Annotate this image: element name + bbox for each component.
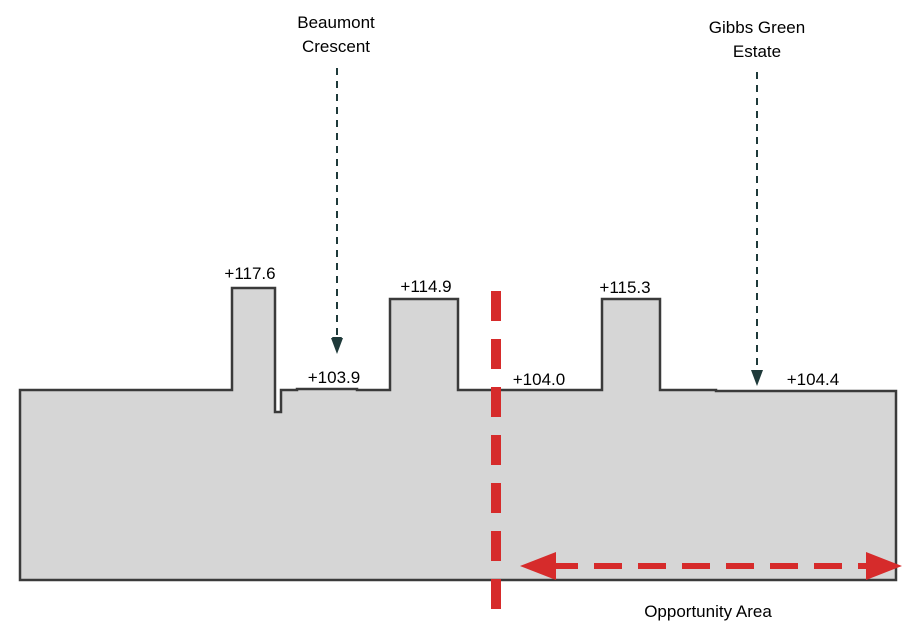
beaumont-pointer-head bbox=[331, 338, 343, 354]
opportunity-arrow-left-head bbox=[520, 552, 556, 580]
opportunity-area-label: Opportunity Area bbox=[644, 602, 772, 621]
height-label-104-0: +104.0 bbox=[513, 370, 565, 389]
height-label-115-3: +115.3 bbox=[599, 278, 650, 297]
gibbs-label-line2: Estate bbox=[733, 42, 781, 61]
site-section-profile bbox=[18, 286, 898, 582]
beaumont-label-line1: Beaumont bbox=[297, 13, 375, 32]
gibbs-pointer-head bbox=[751, 370, 763, 386]
height-label-117-6: +117.6 bbox=[224, 264, 275, 283]
height-label-103-9: +103.9 bbox=[308, 368, 360, 387]
opportunity-arrow-right-head bbox=[866, 552, 902, 580]
gibbs-label-line1: Gibbs Green bbox=[709, 18, 805, 37]
beaumont-label-line2: Crescent bbox=[302, 37, 370, 56]
height-label-104-4: +104.4 bbox=[787, 370, 839, 389]
height-label-114-9: +114.9 bbox=[400, 277, 451, 296]
